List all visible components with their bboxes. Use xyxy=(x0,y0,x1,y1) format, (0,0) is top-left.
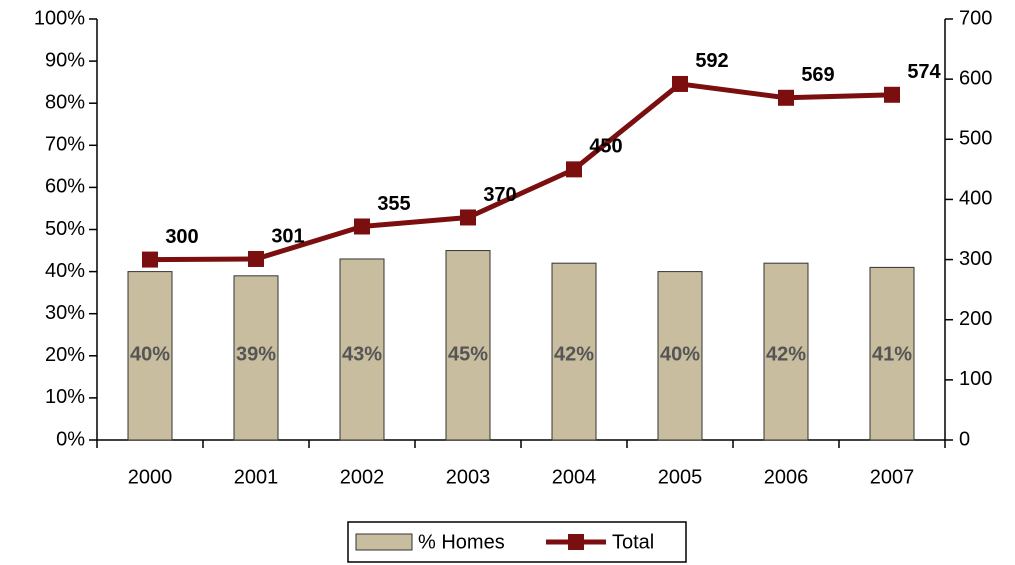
y2-tick-label: 700 xyxy=(959,7,992,29)
y2-tick-label: 400 xyxy=(959,188,992,210)
line-marker xyxy=(354,218,370,235)
line-marker xyxy=(460,209,476,226)
bar-value-label: 39% xyxy=(236,343,276,365)
bar xyxy=(657,271,703,441)
bar xyxy=(551,262,597,441)
bar xyxy=(127,271,173,441)
x-tick-label: 2003 xyxy=(446,466,491,488)
line-value-label: 569 xyxy=(801,64,834,86)
y2-tick-label: 0 xyxy=(959,428,970,450)
y2-tick-label: 200 xyxy=(959,308,992,330)
bar-value-label: 40% xyxy=(660,343,700,365)
y-tick-label: 80% xyxy=(45,91,85,113)
x-tick-label: 2004 xyxy=(552,466,597,488)
bar xyxy=(869,266,915,441)
legend-label: % Homes xyxy=(418,531,505,553)
line-value-label: 370 xyxy=(483,184,516,206)
bar-value-label: 43% xyxy=(342,343,382,365)
bar-value-label: 45% xyxy=(448,343,488,365)
line-value-label: 592 xyxy=(695,50,728,72)
y-tick-label: 40% xyxy=(45,260,85,282)
x-tick-label: 2005 xyxy=(658,466,703,488)
bar-value-label: 42% xyxy=(766,343,806,365)
line-value-label: 300 xyxy=(165,226,198,248)
bar xyxy=(763,262,809,441)
line-value-label: 355 xyxy=(377,193,410,215)
y-tick-label: 50% xyxy=(45,218,85,240)
y2-tick-label: 500 xyxy=(959,128,992,150)
bar xyxy=(339,258,385,441)
y-tick-label: 60% xyxy=(45,176,85,198)
line-value-label: 301 xyxy=(271,225,304,247)
line-marker xyxy=(672,75,688,92)
line-marker xyxy=(884,86,900,103)
line-marker xyxy=(142,251,158,268)
y-tick-label: 0% xyxy=(56,428,85,450)
y2-tick-label: 600 xyxy=(959,67,992,89)
y-tick-label: 30% xyxy=(45,302,85,324)
line-value-label: 574 xyxy=(907,61,941,83)
x-tick-label: 2002 xyxy=(340,466,385,488)
bar xyxy=(445,250,491,441)
x-tick-label: 2007 xyxy=(870,466,915,488)
bar xyxy=(233,275,279,441)
legend-label: Total xyxy=(612,531,654,553)
bar-value-label: 40% xyxy=(130,343,170,365)
bar-value-label: 42% xyxy=(554,343,594,365)
legend-swatch xyxy=(355,533,413,551)
y2-tick-label: 100 xyxy=(959,368,992,390)
y2-tick-label: 300 xyxy=(959,248,992,270)
y-tick-label: 70% xyxy=(45,134,85,156)
x-tick-label: 2006 xyxy=(764,466,809,488)
line-value-label: 450 xyxy=(589,136,622,158)
legend-swatch xyxy=(568,534,584,550)
line-marker xyxy=(566,161,582,178)
y-tick-label: 10% xyxy=(45,386,85,408)
line-marker xyxy=(778,89,794,106)
line xyxy=(149,81,893,263)
y-tick-label: 20% xyxy=(45,344,85,366)
bar-value-label: 41% xyxy=(872,343,912,365)
line-marker xyxy=(248,250,264,267)
x-tick-label: 2001 xyxy=(234,466,279,488)
y-tick-label: 100% xyxy=(34,7,85,29)
y-tick-label: 90% xyxy=(45,49,85,71)
x-tick-label: 2000 xyxy=(128,466,173,488)
